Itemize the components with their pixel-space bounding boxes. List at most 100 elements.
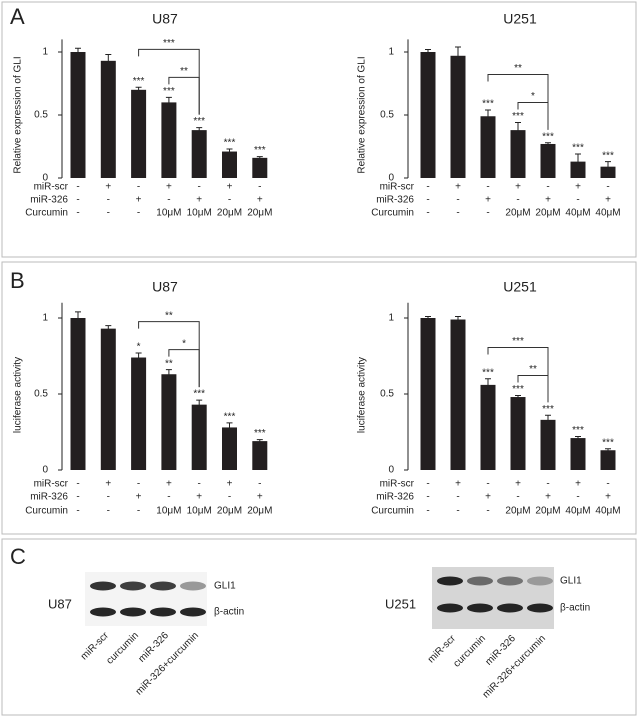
blot-band	[437, 603, 463, 613]
condition-value: -	[137, 506, 140, 517]
error-bar	[196, 127, 203, 133]
condition-value: 20μM	[217, 506, 242, 517]
band-label: β-actin	[560, 603, 590, 614]
condition-value: -	[546, 182, 549, 193]
condition-value: +	[136, 492, 142, 503]
error-bar	[425, 48, 431, 55]
error-bar	[575, 436, 581, 440]
condition-value: -	[426, 492, 429, 503]
condition-value: +	[515, 479, 521, 490]
error-bar	[75, 311, 81, 325]
significance-label: *	[137, 342, 141, 353]
blot-band	[527, 603, 553, 613]
condition-value: -	[426, 208, 429, 219]
condition-value: -	[546, 479, 549, 490]
significance-label: ***	[542, 131, 554, 142]
cell-line-label: U87	[48, 596, 72, 611]
error-bar	[485, 109, 491, 123]
bar	[191, 130, 207, 178]
condition-value: 20μM	[505, 208, 530, 219]
condition-value: 20μM	[217, 208, 242, 219]
bar	[450, 55, 466, 178]
condition-name: miR-scr	[380, 479, 415, 490]
bar	[600, 166, 616, 178]
bar	[540, 419, 556, 470]
error-bar	[605, 448, 611, 452]
y-axis-label: luciferase activity	[13, 357, 24, 433]
condition-value: +	[257, 195, 263, 206]
blot-band	[180, 581, 206, 591]
y-tick-label: 0	[388, 465, 394, 476]
bar	[70, 52, 86, 178]
bracket-label: **	[529, 364, 537, 375]
significance-label: ***	[224, 138, 236, 149]
condition-value: -	[198, 182, 201, 193]
bracket	[168, 349, 200, 388]
condition-value: -	[576, 195, 579, 206]
significance-label: ***	[602, 437, 614, 448]
error-bar	[256, 439, 263, 443]
y-tick-label: 0	[42, 173, 48, 184]
y-tick-label: 1	[42, 47, 48, 58]
blot-image	[85, 572, 207, 626]
panel-frame	[1, 1, 637, 258]
condition-name: Curcumin	[371, 208, 414, 219]
condition-value: -	[456, 506, 459, 517]
panel-label: A	[10, 4, 25, 29]
condition-value: -	[76, 479, 79, 490]
condition-value: +	[166, 182, 172, 193]
blot-band	[120, 607, 146, 617]
blot-band	[497, 603, 523, 613]
blot-band	[527, 576, 553, 586]
y-tick-label: 1	[42, 313, 48, 324]
condition-value: -	[606, 479, 609, 490]
error-bar	[545, 414, 551, 425]
condition-value: +	[105, 479, 111, 490]
bar	[480, 116, 496, 178]
condition-value: -	[137, 479, 140, 490]
condition-value: +	[227, 479, 233, 490]
condition-value: -	[456, 492, 459, 503]
significance-label: **	[165, 358, 173, 369]
condition-value: -	[228, 492, 231, 503]
condition-value: +	[227, 182, 233, 193]
bar	[420, 52, 436, 178]
bracket-label: *	[182, 338, 186, 349]
condition-value: -	[486, 479, 489, 490]
bracket-label: **	[180, 66, 188, 77]
significance-label: ***	[133, 76, 145, 87]
condition-value: -	[426, 479, 429, 490]
blot-band	[467, 576, 493, 586]
bar	[480, 384, 496, 470]
condition-value: -	[167, 195, 170, 206]
condition-value: -	[258, 479, 261, 490]
significance-label: ***	[254, 145, 266, 156]
y-tick-label: 1	[388, 313, 394, 324]
condition-value: -	[456, 208, 459, 219]
significance-label: ***	[163, 86, 175, 97]
bracket	[487, 347, 549, 403]
error-bar	[425, 315, 431, 320]
condition-value: +	[196, 195, 202, 206]
y-tick-label: 1	[388, 47, 394, 58]
error-bar	[105, 325, 112, 332]
condition-name: Curcumin	[371, 506, 414, 517]
condition-value: 10μM	[187, 208, 212, 219]
bar	[510, 397, 526, 470]
condition-value: -	[456, 195, 459, 206]
condition-value: 20μM	[535, 506, 560, 517]
blot-band	[90, 607, 116, 617]
bar	[161, 102, 177, 178]
condition-value: -	[606, 182, 609, 193]
bracket-label: *	[531, 91, 535, 102]
condition-value: +	[515, 182, 521, 193]
bar	[70, 318, 86, 470]
y-axis-label: luciferase activity	[357, 357, 368, 433]
condition-value: +	[136, 195, 142, 206]
bar	[100, 328, 116, 470]
condition-value: +	[485, 492, 491, 503]
y-tick-label: 0	[42, 465, 48, 476]
bar	[222, 427, 237, 470]
condition-value: +	[105, 182, 111, 193]
